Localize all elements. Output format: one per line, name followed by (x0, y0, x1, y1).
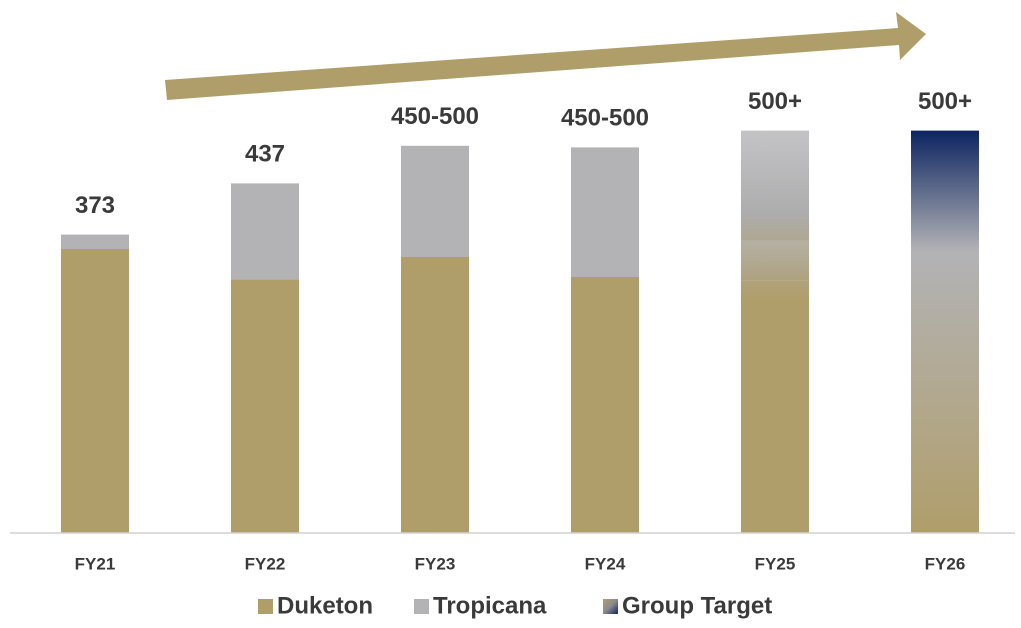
bar-segment (61, 249, 129, 533)
total-label: 450-500 (561, 105, 649, 132)
bar-segment (741, 280, 809, 533)
bar-segment (61, 234, 129, 249)
bar-segment (571, 277, 639, 533)
total-label: 437 (245, 141, 285, 168)
x-tick-label: FY25 (755, 554, 796, 573)
bar-segment (401, 257, 469, 533)
total-label: 500+ (748, 88, 802, 115)
x-tick-label: FY22 (245, 554, 286, 573)
x-tick-label: FY26 (925, 554, 966, 573)
x-tick-label: FY24 (585, 554, 626, 573)
legend-swatch (414, 599, 429, 614)
legend-swatch (603, 599, 618, 614)
bar-segment (231, 279, 299, 533)
legend-swatch (258, 599, 273, 614)
legend-label: Tropicana (433, 592, 547, 619)
blend (741, 240, 809, 301)
legend-label: Duketon (277, 592, 373, 619)
total-label: 373 (75, 192, 115, 219)
bar-segment (231, 183, 299, 280)
legend-label: Group Target (622, 592, 772, 619)
bar-segment (401, 145, 469, 257)
trend-arrow (165, 12, 926, 100)
bar-segment (571, 147, 639, 277)
x-tick-label: FY23 (415, 554, 456, 573)
total-label: 450-500 (391, 103, 479, 130)
total-label: 500+ (918, 88, 972, 115)
x-tick-label: FY21 (75, 554, 116, 573)
bar-segment (911, 130, 979, 533)
